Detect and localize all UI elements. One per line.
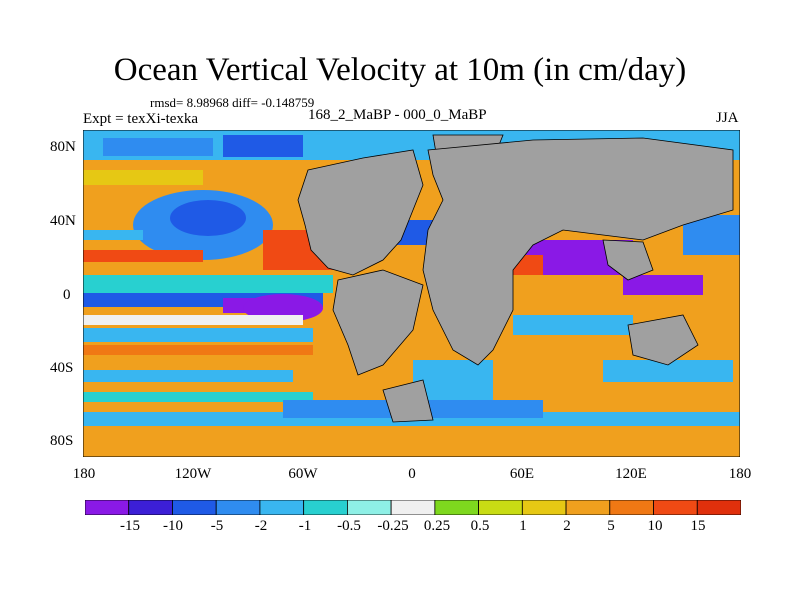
cb-label-6: -0.25 <box>377 518 409 534</box>
land-se-asia <box>602 239 654 281</box>
lon-label-120w: 120W <box>174 466 212 482</box>
colorbar-box-12 <box>609 500 654 515</box>
colorbar-box-2 <box>172 500 217 515</box>
cb-label-8: 0.5 <box>470 518 490 534</box>
colorbar-box-1 <box>128 500 173 515</box>
colorbar-box-13 <box>653 500 698 515</box>
lon-label-180w: 180 <box>72 466 96 482</box>
colorbar-box-5 <box>303 500 348 515</box>
stats-line: rmsd= 8.98968 diff= -0.148759 <box>150 95 315 110</box>
lat-label-80n: 80N <box>50 139 76 155</box>
colorbar-box-14 <box>696 500 741 515</box>
velocity-map <box>83 130 740 457</box>
cb-label-0: -15 <box>120 518 140 534</box>
lon-label-120e: 120E <box>615 466 647 482</box>
lon-label-180e: 180 <box>728 466 752 482</box>
land-masses <box>297 134 734 423</box>
comparison-label: 168_2_MaBP - 000_0_MaBP <box>308 107 487 123</box>
land-australia <box>627 314 699 366</box>
cb-label-4: -1 <box>298 518 312 534</box>
cb-label-13: 15 <box>690 518 706 534</box>
land-north-america <box>297 149 424 276</box>
lon-label-0: 0 <box>408 466 416 482</box>
cb-label-9: 1 <box>519 518 527 534</box>
lat-label-0: 0 <box>63 287 71 303</box>
colorbar-box-7 <box>390 500 436 515</box>
lon-label-60w: 60W <box>288 466 318 482</box>
colorbar-box-10 <box>521 500 567 515</box>
cb-label-5: -0.5 <box>337 518 361 534</box>
cb-label-3: -2 <box>254 518 268 534</box>
lat-label-40n: 40N <box>50 213 76 229</box>
cb-label-7: 0.25 <box>423 518 451 534</box>
cb-label-10: 2 <box>563 518 571 534</box>
colorbar-box-8 <box>434 500 479 515</box>
colorbar-box-11 <box>565 500 611 515</box>
lon-label-60e: 60E <box>509 466 535 482</box>
colorbar-box-0 <box>85 500 130 515</box>
lat-label-40s: 40S <box>50 360 74 376</box>
land-south-america <box>332 269 424 376</box>
colorbar-box-9 <box>478 500 523 515</box>
plot-title: Ocean Vertical Velocity at 10m (in cm/da… <box>113 52 687 88</box>
colorbar <box>85 500 741 515</box>
colorbar-box-4 <box>259 500 305 515</box>
land-antarctica-patch <box>382 379 434 423</box>
season-label: JJA <box>716 110 739 126</box>
cb-label-12: 10 <box>647 518 663 534</box>
colorbar-box-6 <box>346 500 392 515</box>
experiment-label: Expt = texXi-texka <box>83 111 199 127</box>
cb-label-1: -10 <box>163 518 183 534</box>
lat-label-80s: 80S <box>50 433 74 449</box>
cb-label-11: 5 <box>607 518 615 534</box>
colorbar-box-3 <box>215 500 261 515</box>
cb-label-2: -5 <box>210 518 224 534</box>
land-eurasia-africa <box>422 137 734 366</box>
